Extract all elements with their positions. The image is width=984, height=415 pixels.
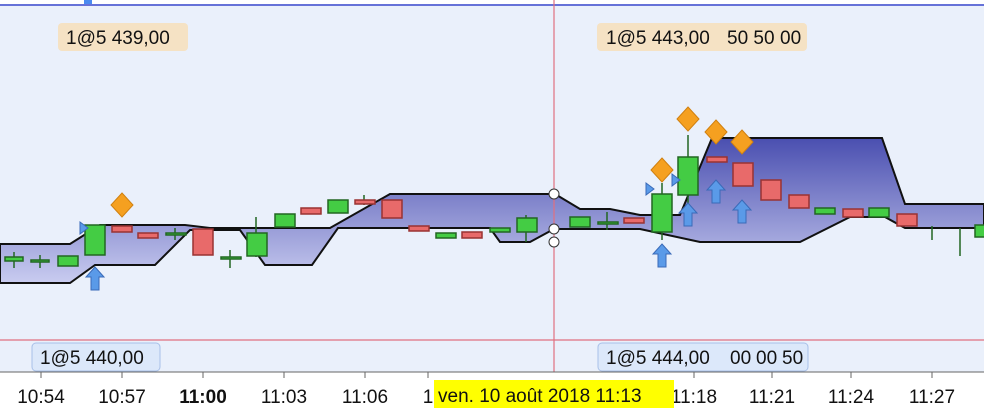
time-label: 11:18 [671,387,717,408]
price-label: 50 50 [727,28,775,49]
price-label: 00 [756,348,777,369]
time-label: 1 [423,387,434,408]
label-box [597,342,809,372]
price-label: 50 [782,348,803,369]
time-label: 11:27 [909,387,955,408]
time-label: 11:00 [179,387,227,408]
label-box [597,23,807,51]
time-label: 10:57 [98,387,146,408]
label-box [58,23,188,51]
time-label: 11:21 [749,387,795,408]
time-label: 11:24 [828,387,875,408]
price-label: 00 [730,348,751,369]
price-label: 00 [780,28,801,49]
signal-diamonds [110,106,754,218]
marker [84,0,92,4]
time-label: 10:54 [17,387,65,408]
price-label: 1@5 444,00 [606,348,710,369]
price-label: 1@5 440,00 [40,348,144,369]
cursor-date-box [434,380,674,408]
price-label: 1@5 439,00 [66,28,170,49]
time-axis: 10:54 10:57 11:00 11:03 11:06 1 11:18 11:21 11:2… [17,372,955,408]
label-box [31,342,161,372]
cursor-handles [548,188,560,248]
time-label: 11:03 [261,387,307,408]
signal-arrows [79,173,753,291]
candles [4,135,984,268]
time-label: 11:06 [342,387,388,408]
price-label: 1@5 443,00 [606,28,710,49]
cursor-date: ven. 10 août 2018 11:13 [438,386,642,407]
